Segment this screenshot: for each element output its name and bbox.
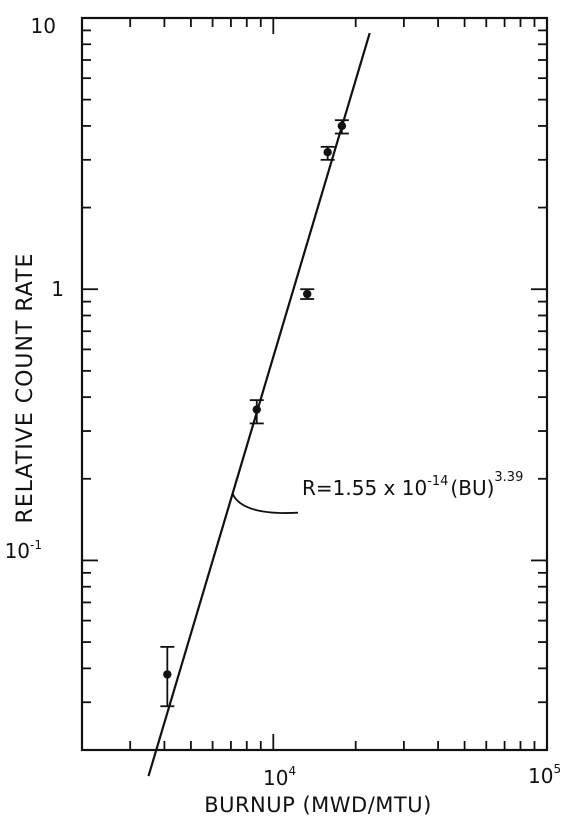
x-tick-label-exp: 5 <box>553 762 561 776</box>
y-tick-label-10-minus-1: 10-1 <box>5 538 42 563</box>
data-point-5 <box>334 119 349 135</box>
data-marker <box>163 670 172 679</box>
x-axis-label: BURNUP (MWD/MTU) <box>204 793 432 817</box>
fit-equation-middle: (BU) <box>450 476 494 500</box>
data-point-4 <box>320 145 335 161</box>
data-marker <box>252 405 261 414</box>
fit-equation: R=1.55 x 10-14 (BU)3.39 <box>302 470 523 500</box>
fit-equation-prefix: R=1.55 x 10 <box>302 476 427 500</box>
fit-equation-exp1: -14 <box>427 474 448 489</box>
y-tick-label-base: 10 <box>5 539 30 563</box>
plot-frame <box>80 16 549 752</box>
y-axis-label: RELATIVE COUNT RATE <box>13 253 38 524</box>
x-tick-label-10-4: 104 <box>263 764 296 790</box>
y-tick-label-exp: -1 <box>30 538 42 552</box>
x-tick-label-10-5: 105 <box>528 762 561 788</box>
fit-line <box>147 32 371 777</box>
plot-frame-border <box>80 16 549 752</box>
y-axis-ticks <box>82 29 547 704</box>
y-tick-label-1: 1 <box>51 277 64 301</box>
x-tick-label-base: 10 <box>528 764 553 788</box>
y-tick-label-10: 10 <box>31 14 56 38</box>
x-axis-ticks <box>129 18 536 750</box>
data-point-1 <box>160 645 175 708</box>
x-tick-labels: 104 105 <box>263 762 561 790</box>
x-tick-label-base: 10 <box>263 766 288 790</box>
data-point-2 <box>249 399 264 425</box>
fit-equation-exp2: 3.39 <box>494 470 523 485</box>
data-marker <box>337 121 347 131</box>
data-marker <box>303 289 312 299</box>
annotation-pointer <box>231 493 299 514</box>
x-tick-label-exp: 4 <box>288 764 296 778</box>
y-tick-labels: 10 1 10-1 <box>5 14 64 563</box>
data-point-3 <box>300 288 315 300</box>
data-points <box>160 119 349 708</box>
data-marker <box>323 148 332 157</box>
